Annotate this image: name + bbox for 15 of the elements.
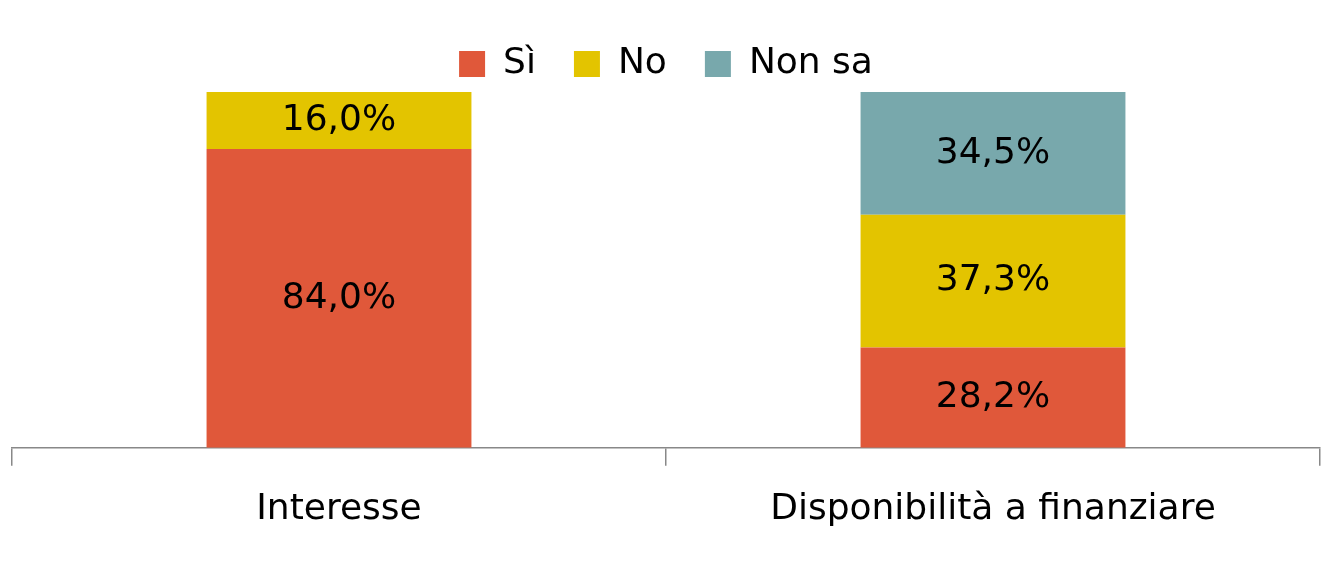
data-label: 84,0%	[281, 274, 397, 316]
data-label: 16,0%	[281, 96, 397, 138]
bar	[860, 347, 1126, 448]
data-label: 34,5%	[935, 129, 1051, 171]
data-label: 28,2%	[935, 373, 1051, 415]
x-tick-label: Interesse	[256, 485, 422, 527]
bar	[206, 148, 472, 448]
legend-label: Non sa	[748, 40, 873, 82]
bar	[860, 92, 1126, 215]
legend-label: Sì	[503, 40, 536, 82]
legend-label: No	[617, 40, 667, 82]
x-tick-label: Disponibilità a finanziare	[770, 485, 1216, 527]
bar	[206, 92, 472, 149]
bar	[860, 214, 1126, 348]
data-label: 37,3%	[935, 257, 1051, 299]
